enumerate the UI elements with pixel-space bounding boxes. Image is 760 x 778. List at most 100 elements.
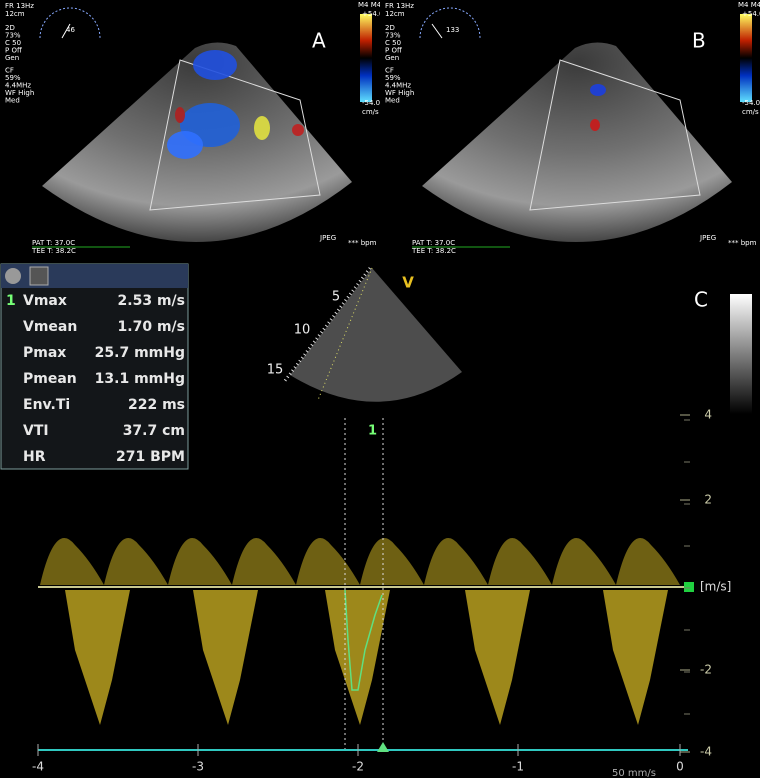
vti-trace xyxy=(344,589,383,691)
spectral-flow xyxy=(488,538,552,585)
flow-color xyxy=(590,84,606,96)
measure-value: 25.7 mmHg xyxy=(95,345,185,361)
velocity-unit: [m/s] xyxy=(700,580,731,594)
setting: P Off xyxy=(385,47,402,55)
setting: 73% xyxy=(385,32,401,40)
scale-min: -54.0 xyxy=(362,99,380,107)
spectral-flow xyxy=(65,590,130,725)
x-label: -4 xyxy=(32,760,44,774)
y-label: 4 xyxy=(704,408,712,422)
angle-needle xyxy=(431,23,443,39)
spectral-flow xyxy=(360,538,424,585)
measure-value: 37.7 cm xyxy=(123,423,185,439)
setting: 59% xyxy=(5,74,21,82)
scale-unit: cm/s xyxy=(362,108,379,116)
angle-needle xyxy=(61,23,71,39)
x-label: -1 xyxy=(512,760,524,774)
record-icon xyxy=(5,268,21,284)
measure-name: Pmean xyxy=(23,371,77,387)
scale-unit: cm/s xyxy=(742,108,759,116)
format: JPEG xyxy=(319,234,336,242)
sweep: 50 mm/s xyxy=(612,768,656,778)
measure-value: 13.1 mmHg xyxy=(95,371,185,387)
doppler-panel: [m/s] 1 4 2 -2 -4 -4 -3 -2 -1 0 50 mm/s 5 10 15 V C 1 Vmax… xyxy=(0,263,752,778)
spectral-flow xyxy=(40,538,104,585)
angle: 133 xyxy=(446,26,459,34)
measure-value: 2.53 m/s xyxy=(118,293,185,309)
setting: 4.4MHz xyxy=(385,82,411,90)
setting: Med xyxy=(385,97,400,105)
y-label: -4 xyxy=(700,745,712,759)
spectral-flow xyxy=(552,538,616,585)
flow-color xyxy=(254,116,270,140)
measure-name: Pmax xyxy=(23,345,66,361)
flow-color xyxy=(175,107,185,123)
y-label: 2 xyxy=(704,493,712,507)
setting: C 50 xyxy=(385,39,401,47)
panel-label: C xyxy=(694,288,708,312)
setting: WF High xyxy=(385,89,414,97)
measure-value: 1.70 m/s xyxy=(118,319,185,335)
measure-index: 1 xyxy=(6,293,16,309)
color-bar xyxy=(740,14,752,102)
panel-label: B xyxy=(692,29,706,53)
setting: CF xyxy=(5,67,14,75)
flow-color xyxy=(292,124,304,136)
setting: 73% xyxy=(5,32,21,40)
measure-value: 271 BPM xyxy=(116,449,185,465)
spectral-flow xyxy=(193,590,258,725)
scale-max: +54.0 xyxy=(742,10,760,18)
gate-sector xyxy=(290,268,462,402)
spectral-flow xyxy=(616,538,680,585)
depth: 12cm xyxy=(385,10,405,18)
x-label: -2 xyxy=(352,760,364,774)
tool-icon xyxy=(29,266,49,286)
color-bar xyxy=(360,14,372,102)
y-label: -2 xyxy=(700,663,712,677)
angle: 46 xyxy=(66,26,75,34)
spectral-flow xyxy=(296,538,360,585)
flow-color xyxy=(590,119,600,131)
setting: Med xyxy=(5,97,20,105)
setting: P Off xyxy=(5,47,22,55)
scale-min: -54.0 xyxy=(742,99,760,107)
measure-name: VTI xyxy=(23,423,49,439)
panel-label: A xyxy=(312,29,326,53)
frame-rate: FR 13Hz xyxy=(385,2,414,10)
cursor-label: 1 xyxy=(368,424,377,439)
probe-temp: TEE T: 38.2C xyxy=(31,247,76,255)
depth-mark: 15 xyxy=(267,363,284,378)
flow-color xyxy=(167,131,203,159)
measure-name: Vmax xyxy=(23,293,67,309)
measure-header xyxy=(1,264,188,288)
measure-name: HR xyxy=(23,449,46,465)
patient-temp: PAT T: 37.0C xyxy=(412,239,455,247)
setting: 2D xyxy=(385,24,395,32)
heart-rate: *** bpm xyxy=(348,239,377,247)
spectral-flow xyxy=(168,538,232,585)
depth-mark: 5 xyxy=(332,290,340,305)
setting: 2D xyxy=(5,24,15,32)
baseline-marker xyxy=(684,582,694,592)
spectral-flow xyxy=(465,590,530,725)
setting: C 50 xyxy=(5,39,21,47)
setting: 59% xyxy=(385,74,401,82)
format: JPEG xyxy=(699,234,716,242)
spectrum xyxy=(40,538,680,725)
measure-name: Env.Ti xyxy=(23,397,70,413)
patient-temp: PAT T: 37.0C xyxy=(32,239,75,247)
time-marker xyxy=(377,742,389,752)
gray-bar xyxy=(730,294,752,414)
scale-max: +54.0 xyxy=(362,10,383,18)
x-label: -3 xyxy=(192,760,204,774)
flow-color xyxy=(193,50,237,80)
scale-title: M4 M4 xyxy=(738,1,760,9)
setting: WF High xyxy=(5,89,34,97)
probe-temp: TEE T: 38.2C xyxy=(411,247,456,255)
measure-box xyxy=(0,263,189,470)
spectral-flow xyxy=(104,538,168,585)
